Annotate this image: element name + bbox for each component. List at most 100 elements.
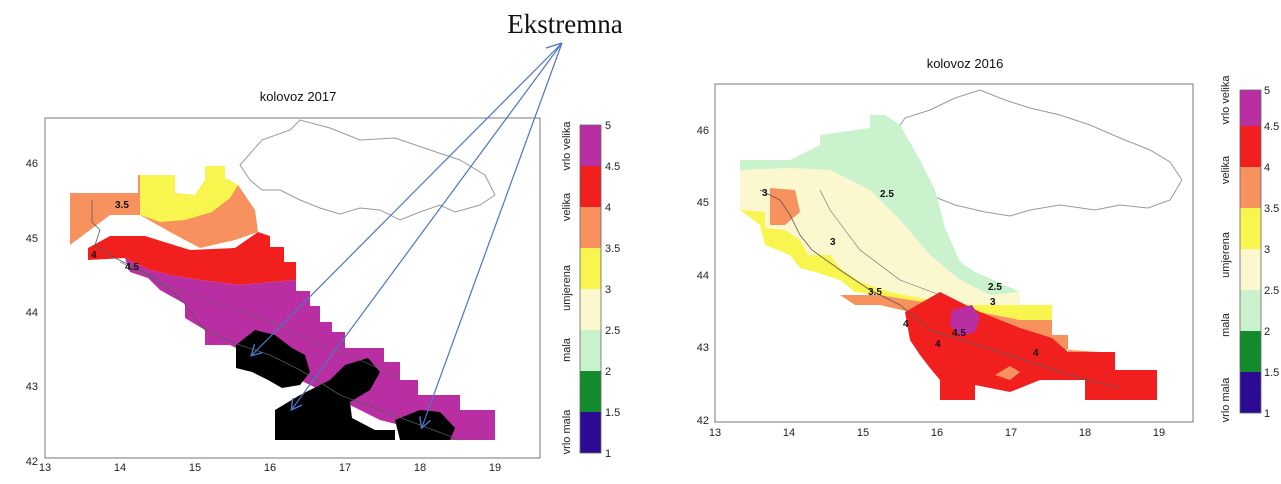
colorbar-category: umjerena [561,264,573,311]
colorbar-tick: 2 [1264,326,1270,338]
colorbar-swatch [580,248,601,289]
x-tick: 15 [189,462,201,474]
map-2016: kolovoz 2016 2.5 3 3 2.5 3 3.5 4 4 4.5 4 [697,56,1280,439]
colorbar-2017: 1 1.5 2 2.5 3 3.5 4 4.5 5 vrlo mala mala… [561,120,620,460]
y-tick: 44 [697,270,709,282]
colorbar-swatch [1240,126,1261,167]
x-tick: 19 [489,462,501,474]
x-tick: 17 [339,462,351,474]
arrow-stub [545,42,563,49]
colorbar-tick: 5 [605,120,611,132]
contour-label: 3 [990,297,996,308]
x-axis-2016: 13 14 15 16 17 18 19 [709,427,1165,439]
region-velika-patch-2016 [995,366,1020,380]
colorbar-tick: 3.5 [1264,203,1279,215]
region-vrlo-velika-2016 [950,305,980,336]
x-tick: 14 [114,462,126,474]
region-umjerena-2017 [140,166,238,222]
colorbar-swatch [580,330,601,371]
y-tick: 42 [26,456,38,468]
island-line-2017 [119,261,401,379]
colorbar-swatch [1240,290,1261,331]
region-mala-2016 [740,115,1020,295]
colorbar-tick: 2 [605,366,611,378]
colorbar-tick: 5 [1264,85,1270,97]
colorbar-tick: 4 [605,202,611,214]
chart-title-2016: kolovoz 2016 [927,56,1004,71]
country-outline-2016 [879,89,1183,217]
colorbar-tick: 2.5 [605,325,620,337]
arrow [422,42,563,427]
colorbar-swatch [580,371,601,412]
colorbar-swatch [580,412,601,453]
x-tick: 13 [39,462,51,474]
colorbar-tick: 3 [1264,244,1270,256]
contour-label: 3 [830,237,836,248]
x-tick: 18 [1079,427,1091,439]
contour-label: 2.5 [880,189,894,200]
y-axis-2017: 42 43 44 45 46 [26,158,38,468]
colorbar-category: vrlo velika [1220,75,1232,125]
colorbar-category: umjerena [1220,231,1232,278]
y-tick: 42 [697,415,709,427]
arrow [252,42,563,355]
y-tick: 46 [697,125,709,137]
y-tick: 45 [697,197,709,209]
y-axis-2016: 42 43 44 45 46 [697,125,709,427]
colorbar-category: mala [561,337,573,362]
island-line-2016 [819,189,941,296]
colorbar-frame [579,124,602,454]
colorbar-swatch [1240,90,1261,126]
contour-label: 3.5 [115,200,129,211]
colorbar-category: velika [561,192,573,221]
ekstremna-patch-2 [275,358,395,440]
colorbar-category: vrlo velika [561,121,573,171]
colorbar-tick: 4 [1264,162,1270,174]
x-tick: 14 [783,427,795,439]
ekstremna-label: Ekstremna [507,9,622,39]
y-tick: 43 [26,381,38,393]
contour-label: 4.5 [952,328,966,339]
colorbar-tick: 1.5 [605,407,620,419]
colorbar-category: vrlo mala [561,409,573,455]
x-tick: 17 [1005,427,1017,439]
x-tick: 15 [857,427,869,439]
colorbar-tick: 1 [605,448,611,460]
colorbar-tick: 3 [605,284,611,296]
contour-label: 4 [903,319,909,330]
colorbar-frame [1239,89,1262,414]
coastline-2017 [91,200,461,441]
x-axis-2017: 13 14 15 16 17 18 19 [39,462,501,474]
arrow [292,42,563,409]
contour-label: 3.5 [868,287,882,298]
region-vrlo-velika-red-2017 [88,232,296,285]
colorbar-swatch [1240,167,1261,208]
colorbar-2016: 1 1.5 2 2.5 3 3.5 4 4.5 5 vrlo mala mala… [1220,75,1279,423]
x-tick: 13 [709,427,721,439]
colorbar-swatch [1240,372,1261,413]
contour-label: 4 [935,339,941,350]
colorbar-tick: 2.5 [1264,285,1279,297]
region-umjerena-pale-2016 [740,168,1020,305]
colorbar-swatch [1240,249,1261,290]
contour-label: 3 [762,188,768,199]
colorbar-category: velika [1220,155,1232,184]
y-tick: 46 [26,158,38,170]
colorbar-swatch [1240,331,1261,372]
colorbar-swatch [580,207,601,248]
region-velika-west-2016 [770,188,800,225]
x-tick: 16 [264,462,276,474]
colorbar-swatch [580,125,601,166]
y-tick: 45 [26,233,38,245]
colorbar-category: vrlo mala [1220,377,1232,423]
x-tick: 18 [414,462,426,474]
colorbar-tick: 4.5 [605,161,620,173]
map-2017: kolovoz 2017 3.5 4 4.5 13 14 15 16 17 18… [26,89,621,474]
colorbar-swatch [1240,208,1261,249]
colorbar-swatch [580,166,601,207]
contour-label: 4.5 [125,262,139,273]
y-tick: 43 [697,342,709,354]
colorbar-tick: 1 [1264,408,1270,420]
x-tick: 16 [931,427,943,439]
